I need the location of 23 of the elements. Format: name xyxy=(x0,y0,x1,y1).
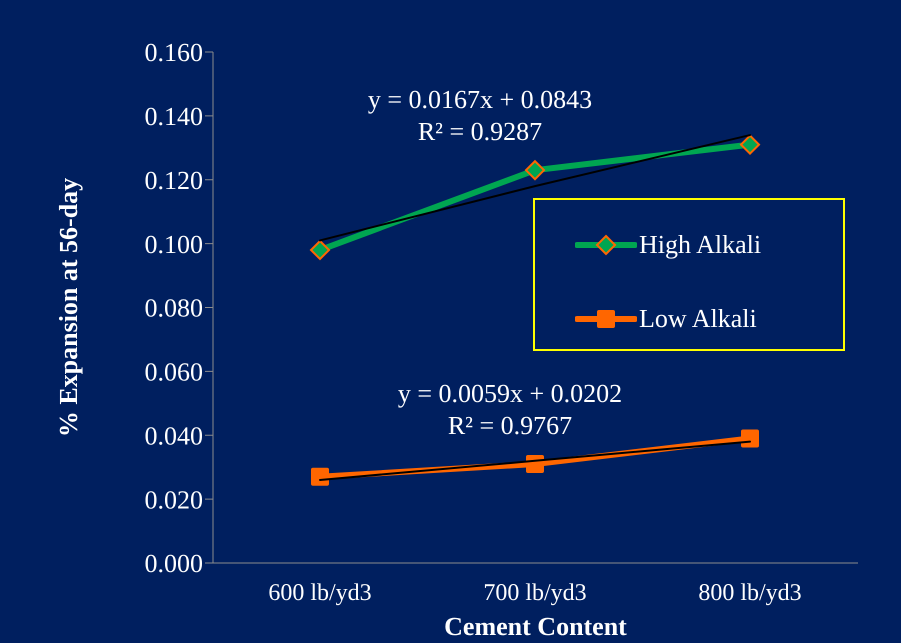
y-tick-label: 0.100 xyxy=(144,230,203,259)
y-tick-label: 0.060 xyxy=(144,358,203,387)
y-tick-label: 0.140 xyxy=(144,102,203,132)
x-axis-title: Cement Content xyxy=(444,612,628,641)
point xyxy=(311,468,329,486)
point xyxy=(310,240,330,260)
annotation: y = 0.0167x + 0.0843 R² = 0.9287 xyxy=(368,85,592,146)
point xyxy=(525,160,545,180)
x-tick-label: 800 lb/yd3 xyxy=(698,580,802,606)
point xyxy=(740,134,760,155)
legend-label: Low Alkali xyxy=(639,304,757,334)
y-tick-label: 0.160 xyxy=(144,38,203,68)
x-tick-label: 600 lb/yd3 xyxy=(268,580,372,606)
y-tick-label: 0.000 xyxy=(144,549,203,578)
y-axis-title: % Expansion at 56-day xyxy=(54,178,84,438)
y-tick-label: 0.020 xyxy=(144,485,203,514)
x-tick-label: 700 lb/yd3 xyxy=(483,580,587,606)
y-tick-label: 0.080 xyxy=(144,294,203,323)
point xyxy=(741,429,759,448)
y-tick-label: 0.120 xyxy=(144,166,203,195)
y-tick-label: 0.040 xyxy=(144,421,203,450)
legend-label: High Alkali xyxy=(639,230,762,260)
annotation: y = 0.0059x + 0.0202 R² = 0.9767 xyxy=(398,379,622,440)
